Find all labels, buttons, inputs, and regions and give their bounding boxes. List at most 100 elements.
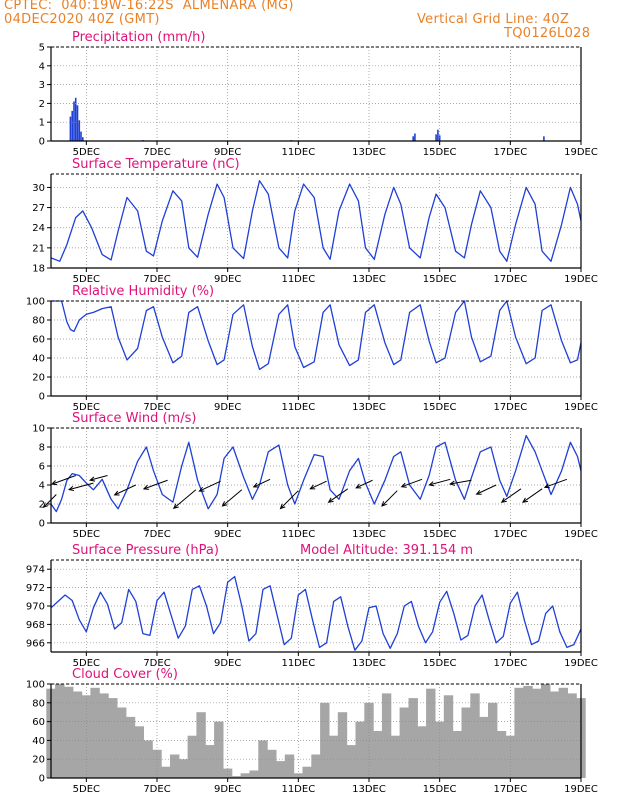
precipitation-ytick-label: 5 [39,43,45,54]
cloud-cover-bar [417,726,427,778]
cloud-cover-xtick-label: 19DEC [564,784,598,795]
temperature-ytick-label: 24 [32,223,45,234]
precipitation-ytick-label: 2 [39,99,45,110]
wind-arrow [428,478,451,487]
wind-xtick-label: 13DEC [352,529,386,540]
cloud-cover-xtick-label: 13DEC [352,784,386,795]
wind-xtick-label: 9DEC [214,529,241,540]
humidity-xtick-label: 15DEC [423,402,457,413]
cloud-cover-bar [514,687,524,778]
wind-xtick-label: 7DEC [143,529,170,540]
cloud-cover-xtick-label: 5DEC [73,784,100,795]
precipitation-bar [76,105,79,141]
humidity-series-line [51,300,582,371]
header-station: CPTEC: 040:19W-16:22S ALMENARA (MG) [4,0,294,13]
wind-xtick-label: 11DEC [281,529,315,540]
model-altitude-label: Model Altitude: 391.154 m [300,543,473,558]
precipitation-xtick-label: 19DEC [564,147,598,158]
cloud-cover-xtick-label: 9DEC [214,784,241,795]
wind-title: Surface Wind (m/s) [72,411,196,426]
header-run-time: 04DEC2020 40Z (GMT) [4,12,160,27]
precipitation-bar [82,137,84,141]
wind-xtick-label: 15DEC [423,529,457,540]
wind-arrow [89,475,108,482]
cloud-cover-bar [222,768,233,778]
cloud-cover-bar [81,695,91,778]
cloud-cover-bar [152,749,162,778]
cloud-cover-bar [240,773,250,778]
temperature-xtick-label: 11DEC [281,274,315,285]
pressure-xtick-label: 15DEC [423,658,457,669]
precipitation-xtick-label: 5DEC [73,147,100,158]
cloud-cover-bar [90,687,100,778]
temperature-xtick-label: 5DEC [73,274,100,285]
temperature-ytick-label: 18 [32,264,45,275]
humidity-ytick-label: 80 [32,316,45,327]
pressure-ytick-label: 970 [26,602,45,613]
temperature-xtick-label: 17DEC [493,274,527,285]
wind-ytick-label: 0 [39,519,45,530]
pressure-xtick-label: 7DEC [143,658,170,669]
cloud-cover-bar [373,731,383,778]
wind-arrow [327,488,349,503]
temperature-xtick-label: 9DEC [214,274,241,285]
wind-ytick-label: 6 [39,462,45,473]
cloud-cover-bar [170,754,180,778]
cloud-cover-xtick-label: 7DEC [143,784,170,795]
precipitation-ytick-label: 0 [39,137,45,148]
precipitation-bar [543,136,545,141]
cloud-cover-bar [205,745,215,778]
cloud-cover-bar [196,712,206,778]
cloud-cover-bar [178,759,189,778]
wind-arrow [50,475,76,486]
temperature-ytick-label: 21 [32,243,45,254]
cloud-cover-bar [390,735,401,778]
precipitation-bar [69,116,72,141]
precipitation-xtick-label: 15DEC [423,147,457,158]
wind-arrow [449,479,472,486]
header-grid-line: Vertical Grid Line: 40Z [417,12,570,27]
humidity-xtick-label: 19DEC [564,402,598,413]
cloud-cover-bar [117,707,127,778]
precipitation-bar [78,120,81,141]
humidity-ytick-label: 40 [32,354,45,365]
cloud-cover-bar [558,687,568,778]
cloud-cover-bar [496,731,507,778]
wind-series-line [50,434,582,513]
pressure-ytick-label: 968 [26,620,45,631]
cloud-cover-bar [276,761,286,778]
cloud-cover-bar [64,686,74,778]
pressure-xtick-label: 5DEC [73,658,100,669]
wind-panel: 0 2 4 6 8 10 5DEC 7DEC 9DEC 11DEC 13DEC 15DEC 17DEC 1… [32,411,598,540]
humidity-xtick-label: 9DEC [214,402,241,413]
cloud-cover-bar [258,740,268,778]
cloud-cover-bar [72,691,83,778]
cloud-cover-bar [479,716,489,778]
humidity-ytick-label: 20 [32,373,45,384]
humidity-ytick-label: 0 [39,392,45,403]
wind-arrow [475,484,497,495]
humidity-xtick-label: 7DEC [143,402,170,413]
precipitation-xtick-label: 17DEC [493,147,527,158]
wind-xtick-label: 19DEC [564,529,598,540]
precipitation-bar [74,97,77,141]
humidity-panel: 0 20 40 60 80 100 5DEC 7DEC 9DEC 11DEC 13DEC 15DEC 1… [26,284,598,413]
precipitation-bar [80,131,82,141]
cloud-cover-ytick-label: 80 [32,698,45,709]
cloud-cover-bar [567,693,577,778]
cloud-cover-bar [461,707,471,778]
humidity-xtick-label: 17DEC [493,402,527,413]
cloud-cover-bar [134,726,144,778]
temperature-xtick-label: 13DEC [352,274,386,285]
pressure-xtick-label: 13DEC [352,658,386,669]
temperature-xtick-label: 15DEC [423,274,457,285]
precipitation-bar [438,135,441,141]
cloud-cover-title: Cloud Cover (%) [72,667,178,682]
humidity-xtick-label: 5DEC [73,402,100,413]
wind-arrow [355,479,373,489]
wind-xtick-label: 17DEC [493,529,527,540]
precipitation-xtick-label: 9DEC [214,147,241,158]
wind-arrow [142,479,168,490]
wind-arrow [252,478,271,488]
cloud-cover-bar [355,721,365,778]
